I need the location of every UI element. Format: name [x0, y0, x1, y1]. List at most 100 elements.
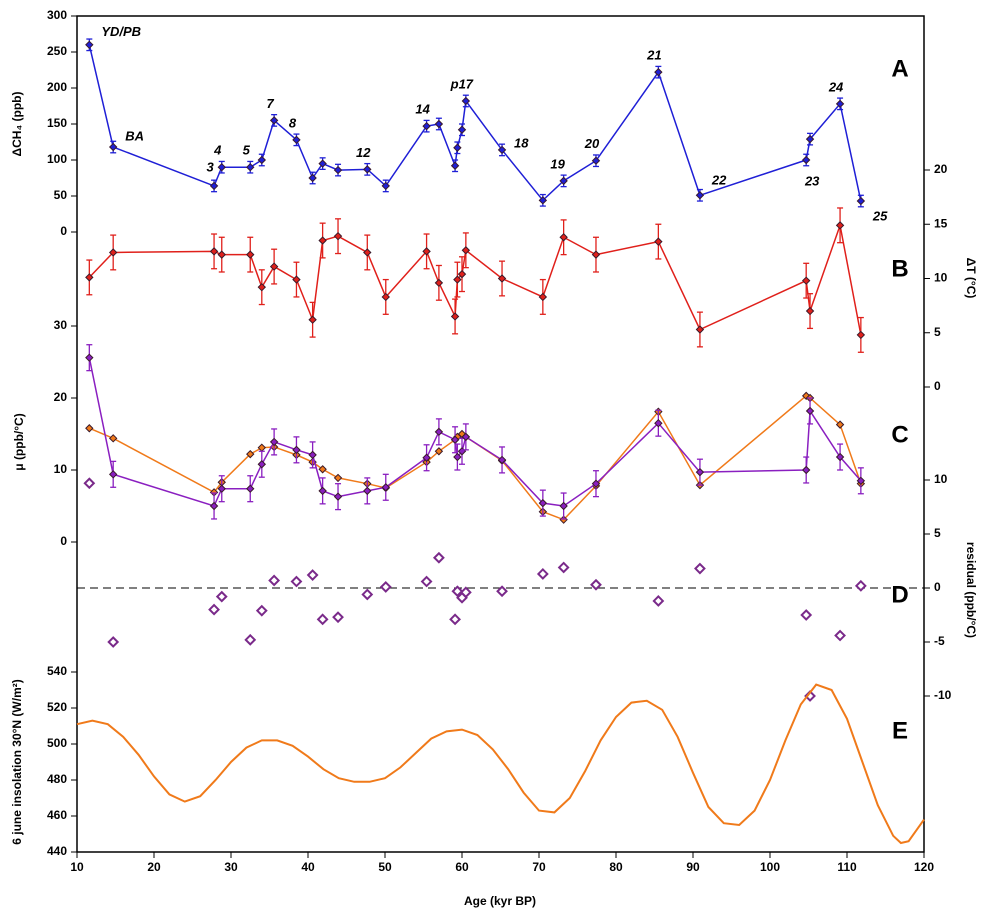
y-tick-label: 0 — [60, 224, 67, 238]
x-tick-label: 120 — [914, 860, 934, 874]
marker — [318, 159, 327, 168]
point-label: 22 — [711, 173, 727, 188]
y-axis-title: μ (ppb/°C) — [12, 413, 26, 470]
marker — [461, 246, 471, 255]
point-label: YD/PB — [101, 24, 141, 39]
x-tick-label: 110 — [837, 860, 857, 874]
marker — [695, 191, 705, 200]
x-tick-label: 30 — [224, 860, 238, 874]
marker — [434, 427, 444, 437]
x-tick-label: 20 — [147, 860, 161, 874]
series-line — [76, 683, 925, 845]
marker — [497, 274, 507, 283]
y-tick-label: 200 — [47, 80, 67, 94]
y-axis-title: residual (ppb/°C) — [964, 542, 978, 638]
y-tick-label: 150 — [47, 116, 67, 130]
marker — [654, 67, 663, 77]
marker — [422, 247, 431, 256]
marker — [559, 176, 568, 186]
marker — [292, 275, 301, 284]
marker — [379, 581, 392, 593]
y-axis-title: ΔCH₄ (ppb) — [10, 92, 24, 157]
marker — [652, 595, 665, 607]
point-label: 19 — [550, 156, 565, 171]
marker — [450, 435, 460, 444]
marker — [559, 233, 568, 242]
marker — [246, 250, 255, 259]
point-label: 24 — [828, 79, 844, 94]
point-label: 20 — [584, 136, 600, 151]
marker — [318, 486, 327, 496]
point-label: 3 — [206, 159, 214, 174]
marker — [85, 40, 94, 50]
x-tick-label: 60 — [455, 860, 469, 874]
y-tick-label: 0 — [934, 379, 941, 393]
y-tick-label: 20 — [934, 162, 948, 176]
marker — [292, 135, 301, 145]
panel-label: D — [891, 581, 908, 608]
x-tick-label: 80 — [609, 860, 623, 874]
y-tick-label: 30 — [54, 318, 68, 332]
marker — [257, 460, 267, 469]
marker — [246, 484, 255, 493]
marker — [835, 221, 845, 230]
marker — [450, 312, 460, 321]
x-tick-label: 90 — [686, 860, 700, 874]
marker — [246, 449, 255, 459]
marker — [801, 155, 811, 165]
marker — [209, 247, 219, 256]
marker — [453, 275, 462, 284]
marker — [255, 604, 268, 617]
marker — [269, 116, 279, 125]
marker — [695, 467, 705, 477]
marker — [318, 236, 327, 245]
y-tick-label: 10 — [54, 462, 68, 476]
marker — [457, 125, 467, 134]
y-tick-label: 0 — [60, 534, 67, 548]
marker — [308, 315, 317, 324]
x-tick-label: 50 — [378, 860, 392, 874]
marker — [591, 250, 601, 259]
marker — [257, 282, 267, 292]
marker — [217, 162, 226, 172]
marker — [363, 248, 372, 257]
point-label: BA — [125, 128, 144, 143]
x-axis-title: Age (kyr BP) — [464, 894, 536, 908]
marker — [107, 636, 120, 648]
marker — [308, 450, 317, 460]
y-tick-label: 20 — [54, 390, 68, 404]
marker — [434, 119, 444, 129]
marker — [654, 237, 663, 246]
marker — [834, 629, 846, 642]
marker — [257, 443, 267, 452]
x-tick-label: 70 — [532, 860, 546, 874]
y-tick-label: 100 — [47, 152, 67, 166]
marker — [333, 231, 343, 241]
marker — [333, 165, 343, 175]
y-tick-label: 10 — [934, 271, 948, 285]
marker — [856, 330, 866, 340]
marker — [538, 498, 548, 508]
marker — [83, 477, 96, 490]
y-tick-label: 300 — [47, 8, 67, 22]
series-line — [88, 357, 862, 507]
marker — [654, 418, 663, 428]
marker — [333, 473, 343, 483]
marker — [591, 479, 601, 488]
marker — [108, 142, 118, 152]
y-tick-label: 440 — [47, 844, 67, 858]
panel-label: E — [892, 717, 908, 744]
marker — [316, 613, 329, 626]
marker — [85, 424, 94, 433]
marker — [800, 609, 813, 621]
marker — [459, 586, 472, 599]
marker — [422, 453, 431, 462]
panel-label: A — [891, 55, 908, 82]
marker — [496, 585, 508, 598]
marker — [804, 690, 816, 702]
marker — [108, 470, 118, 479]
marker — [381, 181, 390, 191]
y-tick-label: 0 — [934, 580, 941, 594]
